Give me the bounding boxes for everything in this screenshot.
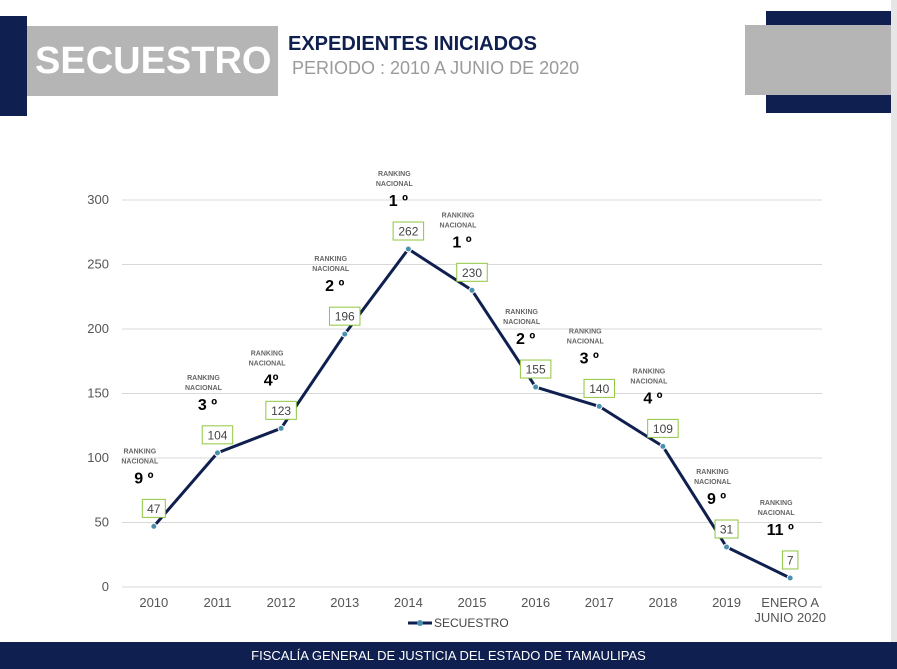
ranking-value: 1 º (389, 193, 408, 210)
data-point (723, 543, 731, 551)
data-label-box (647, 418, 679, 438)
x-tick-label: 2014 (394, 595, 423, 610)
x-tick-label: 2011 (203, 595, 231, 610)
ranking-caption: NACIONAL (376, 181, 414, 188)
data-point (150, 522, 158, 530)
ranking-value: 2 º (516, 331, 535, 348)
ranking-value: 9 º (134, 470, 153, 487)
ranking-caption: RANKING (760, 500, 793, 507)
ranking-caption: NACIONAL (758, 510, 796, 517)
data-label: 7 (787, 553, 794, 567)
ranking-caption: RANKING (569, 328, 602, 335)
x-tick-label: 2012 (267, 595, 296, 610)
ranking-value: 11 º (767, 522, 794, 539)
ranking-caption: RANKING (251, 350, 284, 357)
data-label-box (201, 425, 234, 445)
ranking-caption: NACIONAL (440, 222, 478, 229)
data-label: 104 (207, 428, 227, 442)
data-label-box (141, 498, 166, 518)
data-label-box (328, 306, 361, 326)
ranking-caption: RANKING (187, 375, 220, 382)
section-title: SECUESTRO (27, 26, 278, 96)
x-tick-label: 2018 (648, 595, 677, 610)
data-point (277, 424, 285, 432)
data-label: 262 (398, 225, 418, 239)
ranking-caption: NACIONAL (121, 458, 159, 465)
data-point (595, 402, 603, 410)
data-label: 140 (589, 382, 609, 396)
ranking-caption: RANKING (442, 212, 475, 219)
x-tick-label: 2017 (585, 595, 614, 610)
ranking-caption: NACIONAL (694, 479, 732, 486)
ranking-caption: NACIONAL (567, 338, 605, 345)
ranking-value: 2 º (325, 278, 344, 295)
x-tick-label: 2013 (330, 595, 359, 610)
y-tick-label: 150 (87, 386, 109, 401)
x-tick-label: 2010 (139, 595, 168, 610)
footer-text: FISCALÍA GENERAL DE JUSTICIA DEL ESTADO … (0, 642, 897, 669)
chart-headline: EXPEDIENTES INICIADOS (288, 33, 537, 55)
data-point (786, 574, 794, 582)
legend-marker (417, 620, 423, 626)
ranking-caption: NACIONAL (503, 319, 541, 326)
data-point (213, 449, 221, 457)
series-line-secuestro (152, 247, 791, 580)
data-label-box (392, 221, 425, 241)
y-tick-label: 50 (95, 515, 109, 530)
x-tick-label: JUNIO 2020 (754, 610, 826, 625)
ranking-caption: RANKING (314, 256, 347, 263)
ranking-value: 4 º (643, 390, 662, 407)
legend-label: SECUESTRO (434, 616, 509, 630)
data-point (404, 245, 412, 253)
ranking-caption: NACIONAL (185, 385, 223, 392)
ranking-caption: NACIONAL (312, 266, 350, 273)
data-label: 31 (720, 523, 734, 537)
data-label: 155 (526, 363, 546, 377)
ranking-value: 3 º (580, 350, 599, 367)
right-gray-block (745, 25, 892, 95)
y-tick-label: 200 (87, 321, 109, 336)
data-label: 47 (147, 502, 161, 516)
x-tick-label: ENERO A (761, 595, 819, 610)
ranking-caption: RANKING (505, 309, 538, 316)
ranking-caption: RANKING (633, 368, 666, 375)
data-label: 230 (462, 266, 482, 280)
ranking-value: 1 º (452, 234, 471, 251)
ranking-value: 3 º (198, 397, 217, 414)
ranking-value: 9 º (707, 491, 726, 508)
data-label: 109 (653, 422, 673, 436)
x-tick-label: 2015 (458, 595, 487, 610)
data-label-box (519, 359, 552, 379)
ranking-caption: NACIONAL (249, 360, 287, 367)
data-label-box (456, 262, 488, 282)
y-tick-label: 0 (102, 579, 109, 594)
data-point (532, 383, 540, 391)
y-tick-label: 250 (87, 257, 109, 272)
data-point (659, 442, 667, 450)
x-tick-label: 2016 (521, 595, 550, 610)
line-chart: 0 50 100 150 200 250 300 2010 2011 2012 2013 2014 20… (87, 171, 826, 630)
y-tick-label: 300 (87, 192, 109, 207)
chart-period: PERIODO : 2010 A JUNIO DE 2020 (292, 58, 580, 78)
data-label-box (583, 378, 616, 398)
data-point (341, 330, 349, 338)
right-edge-strip (891, 0, 897, 669)
ranking-caption: RANKING (123, 448, 156, 455)
ranking-value: 4º (264, 372, 279, 389)
x-tick-label: 2019 (712, 595, 741, 610)
data-label-box (714, 519, 739, 539)
y-tick-label: 100 (87, 450, 109, 465)
data-label-box (265, 400, 297, 420)
data-label: 196 (335, 310, 355, 324)
left-accent-bar (0, 16, 27, 116)
ranking-caption: RANKING (696, 469, 729, 476)
ranking-caption: RANKING (378, 171, 411, 178)
ranking-caption: NACIONAL (630, 378, 668, 385)
data-label-box (781, 550, 799, 570)
data-label: 123 (271, 404, 291, 418)
data-point (468, 286, 476, 294)
